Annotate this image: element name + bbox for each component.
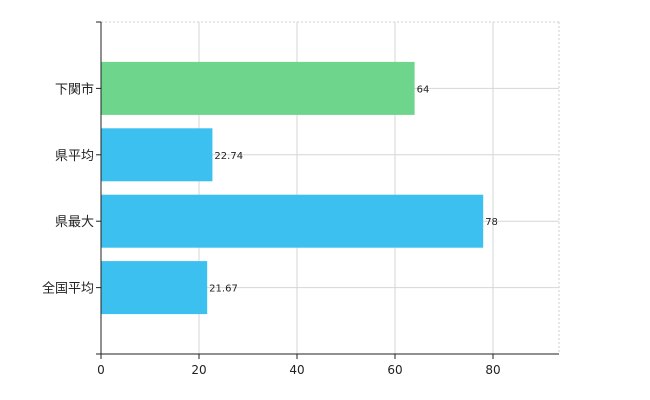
category-label-1: 県平均 [55, 149, 94, 164]
x-tick-label-20: 20 [191, 363, 206, 377]
x-tick-label-0: 0 [97, 363, 105, 377]
data-label-3: 21.67 [209, 284, 238, 295]
category-label-0: 下関市 [55, 81, 94, 97]
bar-3 [101, 261, 208, 315]
bar-0 [101, 61, 415, 115]
category-label-2: 県最大 [55, 215, 94, 230]
data-label-0: 64 [417, 84, 430, 95]
bars [101, 61, 484, 315]
bar-1 [101, 128, 213, 182]
category-label-3: 全国平均 [42, 281, 94, 297]
x-tick-label-40: 40 [289, 363, 304, 377]
x-tick-label-80: 80 [485, 363, 500, 377]
data-label-2: 78 [485, 217, 498, 228]
data-label-1: 22.74 [214, 151, 243, 162]
bar-2 [101, 194, 484, 248]
x-tick-label-60: 60 [387, 363, 402, 377]
axes [96, 21, 559, 359]
